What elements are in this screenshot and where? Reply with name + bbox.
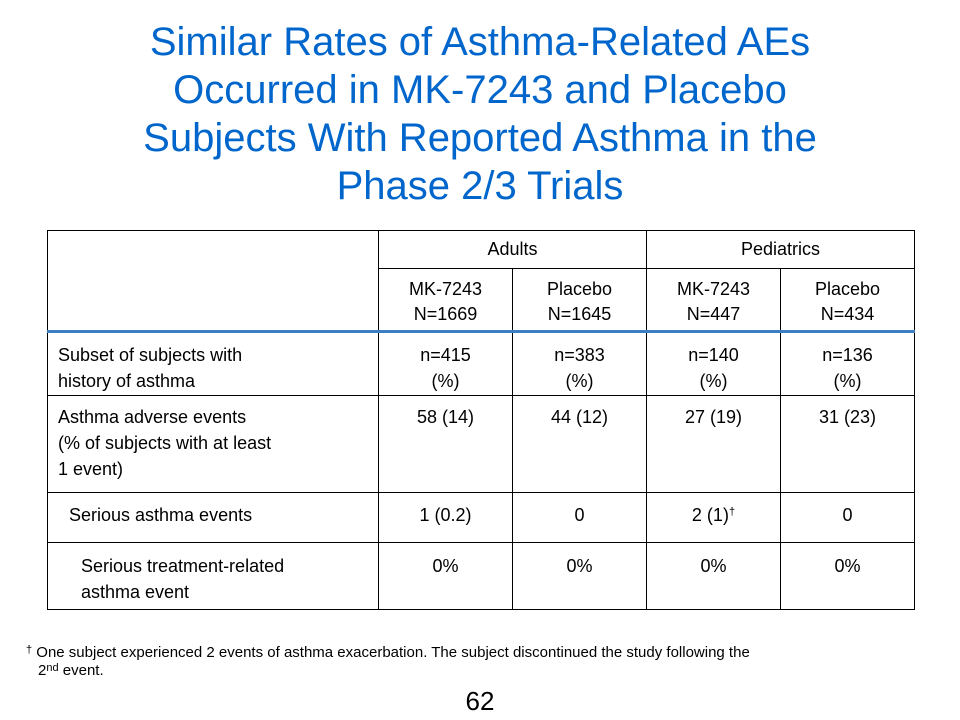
footnote-dagger: † [728, 506, 736, 518]
table-cell: 0 [512, 492, 647, 543]
row-label: Serious asthma events [47, 492, 379, 543]
table-cell: n=140 (%) [646, 330, 781, 396]
footnote-mark: † [26, 644, 33, 656]
table-row: Asthma adverse events (% of subjects with… [47, 395, 915, 493]
table-cell: 0 [780, 492, 915, 543]
table-cell: n=136 (%) [780, 330, 915, 396]
arm-header: Placebo N=1645 [512, 268, 647, 332]
table-row: Subset of subjects with history of asthma… [47, 330, 915, 396]
row-label: Serious treatment-related asthma event [47, 542, 379, 610]
group-header-pediatrics: Pediatrics [646, 230, 915, 269]
title-line: Phase 2/3 Trials [336, 164, 624, 208]
row-label: Asthma adverse events (% of subjects with… [47, 395, 379, 493]
footnote-line: 2nd event. [38, 662, 104, 679]
table-header-row: MK-7243 N=1669 Placebo N=1645 MK-7243 N=447… [48, 268, 915, 332]
table-cell: 0% [646, 542, 781, 610]
title-line: Similar Rates of Asthma-Related AEs [149, 20, 811, 64]
table-header-row: Adults Pediatrics [47, 230, 915, 332]
table-cell: 0% [780, 542, 915, 610]
asthma-ae-table: Adults Pediatrics MK-7243 N=1669 Placebo N… [47, 230, 915, 610]
row-label: Subset of subjects with history of asthma [47, 330, 379, 396]
title-line: Occurred in MK-7243 and Placebo [173, 68, 787, 112]
group-header-adults: Adults [378, 230, 647, 269]
arm-header: MK-7243 N=447 [646, 268, 781, 332]
page-number: 62 [465, 686, 495, 716]
arm-header: MK-7243 N=1669 [378, 268, 513, 332]
table-cell: 2 (1)† [646, 492, 781, 543]
title-line: Subjects With Reported Asthma in the [143, 116, 817, 160]
footnote: † One subject experienced 2 events of as… [26, 644, 936, 680]
footnote-line: † One subject experienced 2 events of as… [26, 644, 750, 661]
arm-header: Placebo N=434 [780, 268, 915, 332]
table-row: Serious treatment-related asthma event 0%… [47, 542, 915, 610]
slide-title: Similar Rates of Asthma-Related AEs Occu… [40, 18, 920, 210]
table-cell: 0% [378, 542, 513, 610]
header-corner-cell [47, 230, 379, 332]
table-cell: 58 (14) [378, 395, 513, 493]
table-cell: 31 (23) [780, 395, 915, 493]
table-cell: 44 (12) [512, 395, 647, 493]
table-cell: n=383 (%) [512, 330, 647, 396]
table-cell: 0% [512, 542, 647, 610]
table-cell: 1 (0.2) [378, 492, 513, 543]
table-row: Serious asthma events 1 (0.2) 0 2 (1)† 0 [47, 492, 915, 543]
table-cell: n=415 (%) [378, 330, 513, 396]
table-cell: 27 (19) [646, 395, 781, 493]
